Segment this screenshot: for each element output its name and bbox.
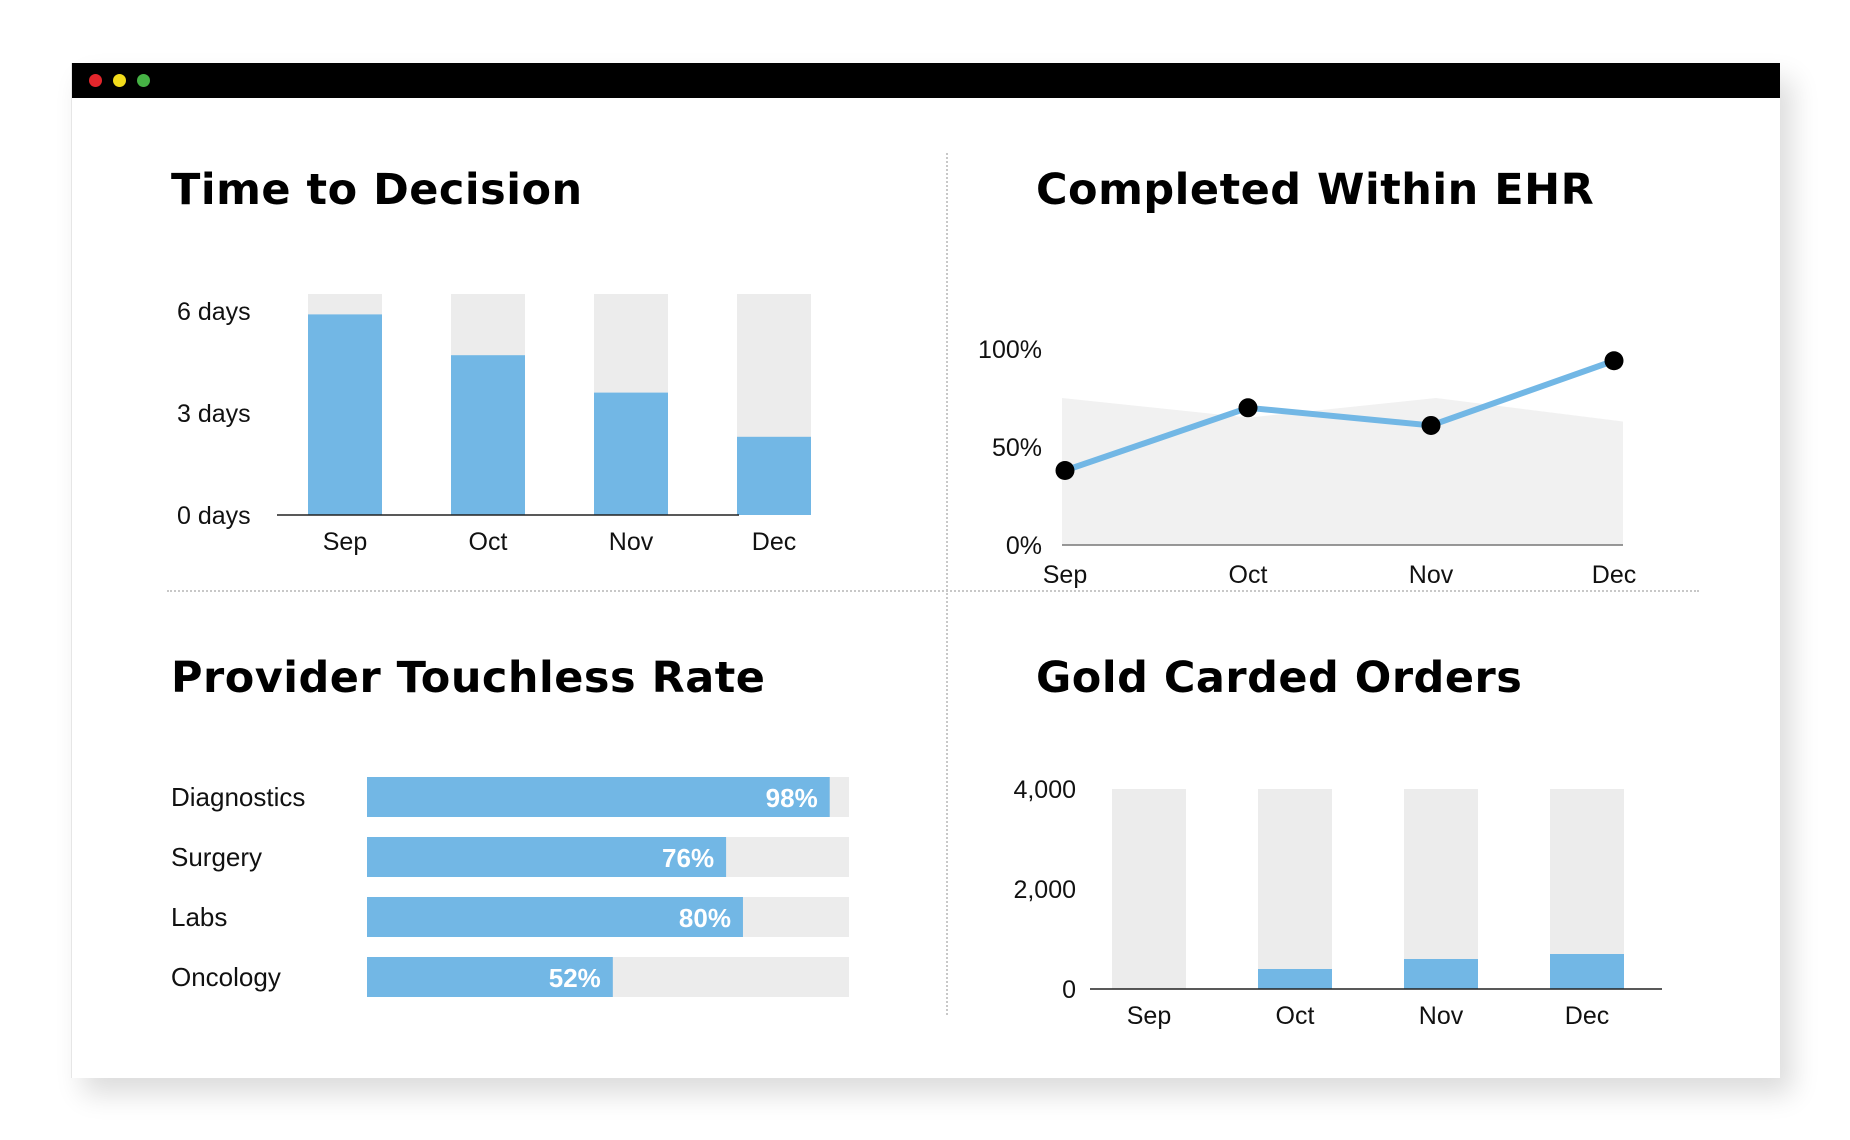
- x-tick-label: Dec: [752, 528, 796, 556]
- y-tick-label: 3 days: [177, 400, 251, 428]
- bar-value-label: 98%: [766, 783, 818, 813]
- panel-title-gold-carded-orders: Gold Carded Orders: [1036, 653, 1523, 703]
- x-tick-label: Oct: [1229, 561, 1268, 589]
- y-tick-label: 0: [1062, 976, 1076, 1004]
- bar: [367, 897, 743, 937]
- data-point: [1055, 461, 1075, 481]
- x-tick-label: Dec: [1565, 1002, 1609, 1030]
- bar: [367, 957, 613, 997]
- maximize-window-dot-icon[interactable]: [137, 74, 150, 87]
- bar: [1258, 969, 1332, 989]
- gold-carded-orders-chart: Sep Oct Nov Dec 0 2,000 4,000: [1013, 776, 1662, 1030]
- bar: [308, 314, 382, 515]
- x-tick-label: Sep: [323, 528, 367, 556]
- bar-value-label: 52%: [549, 963, 601, 993]
- y-tick-label: 0 days: [177, 502, 251, 530]
- bar: [451, 355, 525, 515]
- bar: [367, 837, 727, 877]
- x-tick-label: Dec: [1592, 561, 1636, 589]
- x-tick-label: Nov: [1419, 1002, 1464, 1030]
- bar-track: [1258, 789, 1332, 989]
- data-point: [1604, 351, 1624, 371]
- minimize-window-dot-icon[interactable]: [113, 74, 126, 87]
- bar: [1404, 959, 1478, 989]
- browser-window: Time to Decision Sep Oct Nov Dec 0 days 3 day…: [71, 63, 1780, 1078]
- bar: [367, 777, 830, 817]
- bar-track: [1112, 789, 1186, 989]
- data-point: [1421, 415, 1441, 435]
- bar-category-label: Labs: [171, 902, 227, 932]
- data-point: [1238, 398, 1258, 418]
- background-area: [1062, 398, 1623, 545]
- panel-title-completed-within-ehr: Completed Within EHR: [1036, 165, 1595, 215]
- bar-value-label: 80%: [679, 903, 731, 933]
- y-tick-label: 2,000: [1013, 876, 1076, 904]
- x-tick-label: Oct: [469, 528, 508, 556]
- y-tick-label: 0%: [1006, 532, 1042, 560]
- y-tick-label: 6 days: [177, 298, 251, 326]
- time-to-decision-chart: Sep Oct Nov Dec 0 days 3 days 6 days: [177, 294, 811, 556]
- x-tick-label: Oct: [1276, 1002, 1315, 1030]
- x-tick-label: Sep: [1043, 561, 1087, 589]
- panel-divider-horizontal: [167, 590, 1699, 592]
- x-tick-label: Nov: [609, 528, 654, 556]
- y-tick-label: 4,000: [1013, 776, 1076, 804]
- close-window-dot-icon[interactable]: [89, 74, 102, 87]
- bar-category-label: Surgery: [171, 842, 262, 872]
- y-tick-label: 100%: [978, 336, 1042, 364]
- panel-divider-vertical: [946, 153, 948, 1015]
- x-tick-label: Sep: [1127, 1002, 1171, 1030]
- bar: [737, 436, 811, 515]
- bar: [1550, 954, 1624, 989]
- bar-value-label: 76%: [662, 843, 714, 873]
- provider-touchless-rate-chart: Diagnostics 98% Surgery 76% Labs 80% Oncology 5…: [171, 777, 849, 997]
- panel-title-provider-touchless-rate: Provider Touchless Rate: [171, 653, 766, 703]
- completed-within-ehr-chart: Sep Oct Nov Dec 0% 50% 100%: [978, 336, 1636, 589]
- bar-track: [1404, 789, 1478, 989]
- bar: [594, 392, 668, 515]
- series-line: [1064, 357, 1615, 474]
- bar-category-label: Diagnostics: [171, 782, 305, 812]
- panel-title-time-to-decision: Time to Decision: [171, 165, 583, 215]
- bar-category-label: Oncology: [171, 962, 281, 992]
- window-titlebar: [72, 63, 1780, 98]
- y-tick-label: 50%: [992, 434, 1042, 462]
- x-tick-label: Nov: [1409, 561, 1454, 589]
